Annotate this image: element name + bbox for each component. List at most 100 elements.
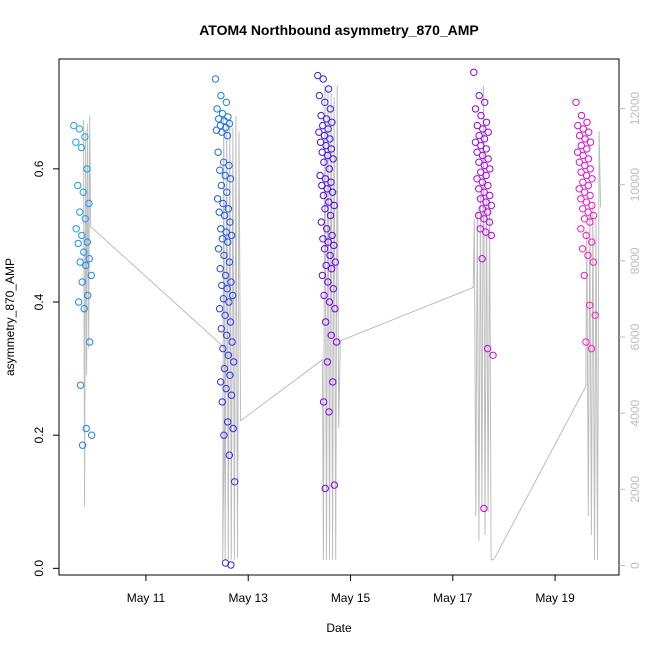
data-point: [482, 198, 490, 206]
data-point: [213, 195, 222, 203]
data-point: [316, 138, 325, 146]
data-point: [487, 231, 495, 240]
data-point: [575, 131, 584, 140]
data-point: [81, 133, 89, 141]
data-point: [227, 391, 236, 399]
y-axis-label: asymmetry_870_AMP: [3, 258, 17, 376]
data-point: [323, 185, 331, 193]
data-point: [484, 181, 492, 190]
data-point: [580, 188, 589, 196]
data-point: [474, 211, 483, 220]
data-point: [226, 318, 235, 326]
data-point: [227, 561, 235, 569]
data-point: [582, 338, 590, 346]
data-point: [218, 281, 226, 290]
data-point: [476, 195, 485, 203]
data-point: [586, 165, 594, 173]
data-point: [219, 199, 227, 208]
data-point: [87, 271, 96, 280]
y-tick-label: 0.2: [32, 427, 46, 444]
data-point: [326, 251, 334, 260]
data-point: [221, 271, 230, 280]
data-point: [319, 121, 327, 130]
data-point: [324, 85, 333, 93]
data-point: [329, 378, 337, 386]
data-point: [227, 278, 235, 286]
data-point: [76, 381, 85, 389]
data-point: [324, 238, 332, 246]
data-point: [226, 175, 235, 183]
data-point: [217, 91, 225, 100]
data-point: [319, 235, 327, 243]
data-point: [322, 318, 330, 326]
data-point: [77, 143, 86, 152]
data-point: [480, 135, 489, 143]
data-point: [74, 181, 82, 190]
data-point: [330, 481, 339, 489]
data-point: [324, 125, 332, 133]
y2-tick-label: 10000: [628, 168, 642, 202]
data-point: [471, 105, 480, 113]
data-point: [76, 258, 84, 266]
data-point: [473, 175, 481, 183]
data-point: [572, 98, 580, 107]
data-point: [471, 138, 480, 146]
data-point: [329, 155, 337, 163]
data-point: [480, 504, 488, 513]
data-point: [481, 98, 489, 107]
data-point: [327, 145, 336, 153]
data-point: [470, 68, 478, 77]
y2-tick-label: 6000: [628, 323, 642, 350]
data-point: [586, 218, 594, 226]
data-point: [585, 128, 593, 136]
data-point: [487, 201, 496, 210]
data-point: [74, 239, 82, 248]
data-point: [222, 228, 230, 236]
data-point: [482, 145, 490, 153]
data-point: [320, 158, 328, 166]
data-point: [225, 451, 234, 459]
data-point: [223, 131, 232, 140]
data-point: [480, 215, 488, 223]
data-point: [588, 201, 596, 210]
data-point: [75, 125, 84, 133]
data-point: [314, 71, 322, 80]
y2-tick-label: 2000: [628, 476, 642, 503]
data-point: [215, 305, 224, 313]
data-point: [320, 291, 328, 300]
data-point: [216, 265, 224, 273]
data-point: [321, 175, 330, 183]
data-point: [328, 188, 337, 196]
data-point: [319, 75, 327, 83]
data-point: [587, 344, 596, 353]
data-point: [478, 178, 487, 186]
data-point: [83, 238, 92, 246]
data-point: [588, 175, 596, 183]
data-point: [577, 225, 585, 233]
data-point: [222, 98, 231, 107]
data-point: [477, 141, 485, 150]
data-point: [330, 201, 338, 210]
y2-tick-label: 8000: [628, 247, 642, 274]
data-point: [484, 208, 492, 216]
data-point: [318, 148, 326, 156]
data-point: [579, 205, 587, 213]
data-point: [582, 171, 591, 180]
data-point: [575, 185, 583, 193]
data-point: [583, 118, 591, 127]
data-point: [475, 158, 483, 166]
data-point: [331, 258, 340, 266]
data-point: [477, 168, 485, 176]
x-tick-label: May 13: [229, 591, 269, 605]
data-point: [579, 178, 587, 186]
data-point: [82, 424, 90, 433]
data-point: [582, 231, 590, 240]
data-point: [223, 285, 231, 293]
data-point: [317, 111, 325, 120]
data-point: [325, 298, 334, 306]
data-point: [321, 98, 329, 107]
data-point: [231, 478, 239, 486]
data-point: [586, 301, 594, 309]
x-axis-label: Date: [326, 621, 352, 635]
